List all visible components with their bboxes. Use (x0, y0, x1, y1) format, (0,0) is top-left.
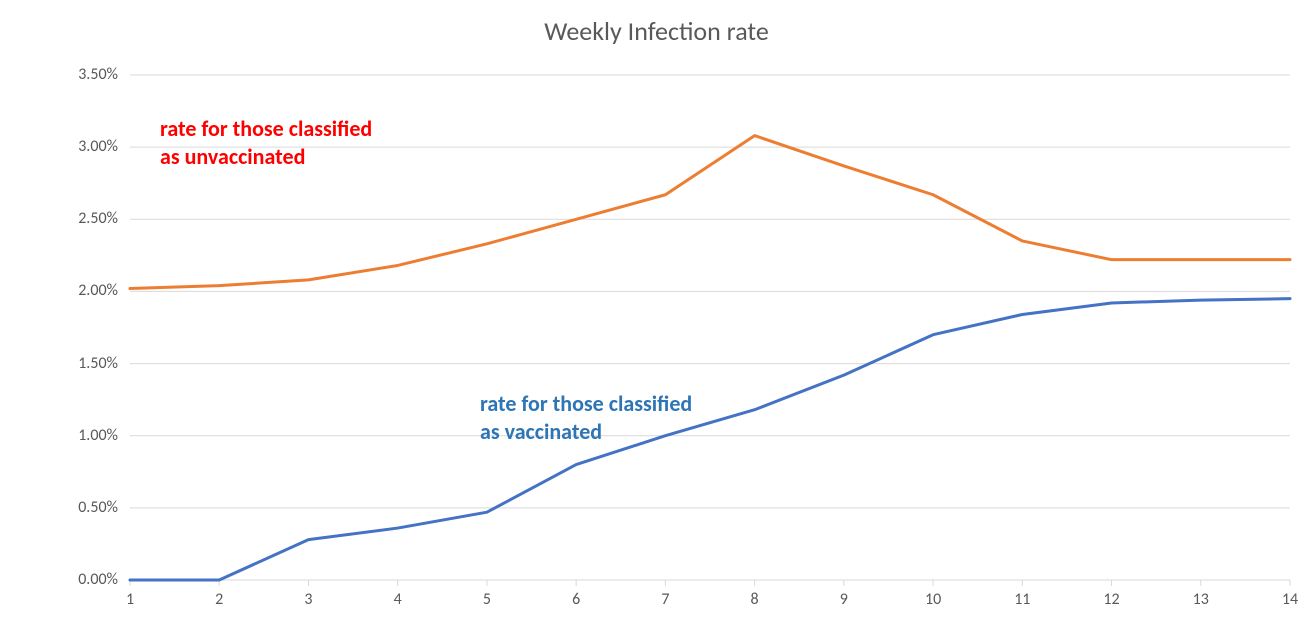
y-tick-label: 0.50% (78, 498, 118, 517)
x-tick-label: 2 (215, 590, 223, 609)
label-unvaccinated: rate for those classified as unvaccinate… (160, 115, 372, 170)
x-tick-label: 3 (304, 590, 312, 609)
y-tick-label: 1.00% (78, 426, 118, 445)
x-tick-label: 1 (126, 590, 134, 609)
y-tick-label: 2.00% (78, 281, 118, 300)
label-vaccinated: rate for those classified as vaccinated (480, 390, 692, 445)
chart-container: Weekly Infection rate rate for those cla… (0, 0, 1313, 636)
x-tick-label: 5 (483, 590, 491, 609)
x-tick-label: 4 (394, 590, 402, 609)
chart-plot-area (0, 0, 1313, 636)
y-tick-label: 3.00% (78, 137, 118, 156)
x-tick-label: 9 (840, 590, 848, 609)
series-line-vaccinated (130, 299, 1290, 580)
x-tick-label: 10 (925, 590, 941, 609)
y-tick-label: 3.50% (78, 65, 118, 84)
x-tick-label: 8 (751, 590, 759, 609)
x-tick-label: 13 (1193, 590, 1209, 609)
x-tick-label: 6 (572, 590, 580, 609)
x-tick-label: 7 (661, 590, 669, 609)
y-tick-label: 0.00% (78, 570, 118, 589)
x-tick-label: 14 (1282, 590, 1298, 609)
x-tick-label: 12 (1103, 590, 1119, 609)
y-tick-label: 1.50% (78, 354, 118, 373)
x-tick-label: 11 (1014, 590, 1030, 609)
y-tick-label: 2.50% (78, 209, 118, 228)
